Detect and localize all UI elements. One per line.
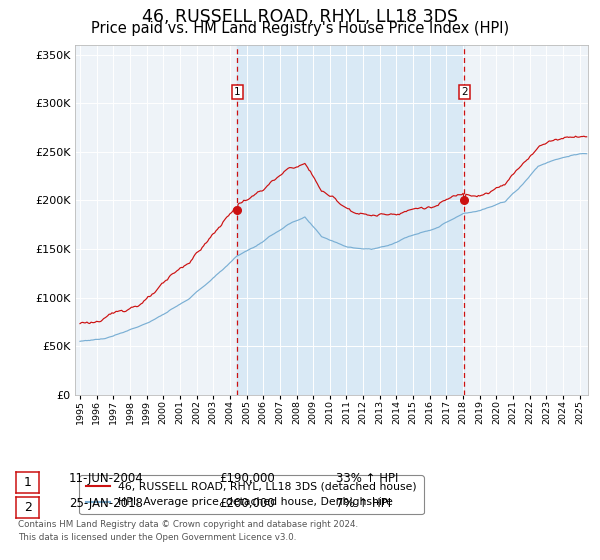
Text: 2: 2 (461, 87, 467, 97)
Text: 11-JUN-2004: 11-JUN-2004 (69, 472, 144, 485)
Text: £190,000: £190,000 (219, 472, 275, 485)
Text: Contains HM Land Registry data © Crown copyright and database right 2024.: Contains HM Land Registry data © Crown c… (18, 520, 358, 529)
Text: 25-JAN-2018: 25-JAN-2018 (69, 497, 143, 510)
Text: Price paid vs. HM Land Registry's House Price Index (HPI): Price paid vs. HM Land Registry's House … (91, 21, 509, 36)
Legend: 46, RUSSELL ROAD, RHYL, LL18 3DS (detached house), HPI: Average price, detached : 46, RUSSELL ROAD, RHYL, LL18 3DS (detach… (79, 475, 424, 514)
Bar (237, 45, 464, 395)
Text: 1: 1 (234, 87, 241, 97)
Text: £200,000: £200,000 (219, 497, 275, 510)
Text: 1: 1 (23, 475, 32, 489)
Text: 2: 2 (23, 501, 32, 514)
Text: 7% ↑ HPI: 7% ↑ HPI (336, 497, 391, 510)
Text: 46, RUSSELL ROAD, RHYL, LL18 3DS: 46, RUSSELL ROAD, RHYL, LL18 3DS (142, 8, 458, 26)
Text: 33% ↑ HPI: 33% ↑ HPI (336, 472, 398, 485)
Text: This data is licensed under the Open Government Licence v3.0.: This data is licensed under the Open Gov… (18, 533, 296, 542)
